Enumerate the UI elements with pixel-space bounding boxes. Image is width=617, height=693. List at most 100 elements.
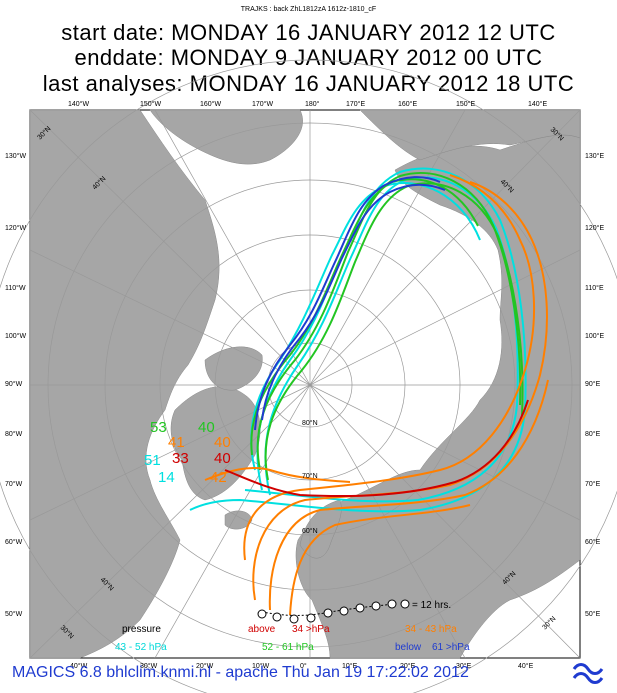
lon-label: 170°W xyxy=(252,100,273,108)
knmi-logo-icon xyxy=(572,663,604,684)
lon-label: 30°W xyxy=(140,662,158,670)
start-date-line: start date: MONDAY 16 JANUARY 2012 12 UT… xyxy=(61,20,556,45)
bottom-longitude-labels: 40°W 30°W 20°W 10°W 0° 10°E 20°E 30°E 40… xyxy=(70,662,534,670)
lon-label: 180° xyxy=(305,100,320,108)
lat-label: 60°N xyxy=(302,527,318,535)
land-north-america xyxy=(29,109,220,659)
footer-caption: MAGICS 6.8 bhlclim.knmi.nl - apache Thu … xyxy=(12,664,469,681)
legend-item: 34 >hPa xyxy=(292,624,330,635)
trajectories xyxy=(189,167,549,616)
lon-label: 10°E xyxy=(342,662,358,670)
start-labels: 53 40 41 40 51 33 40 14 42 xyxy=(144,419,231,486)
trajectory-blue-1 xyxy=(254,176,441,431)
lon-label: 40°W xyxy=(70,662,88,670)
meridian xyxy=(29,384,311,659)
start-label: 33 xyxy=(172,450,189,467)
lon-label: 70°W xyxy=(5,480,23,488)
lon-label: 70°E xyxy=(585,480,601,488)
lon-label: 10°W xyxy=(252,662,270,670)
start-label: 42 xyxy=(210,469,227,486)
lon-label: 160°W xyxy=(200,100,221,108)
meridian xyxy=(29,109,311,386)
lon-label: 90°W xyxy=(5,380,23,388)
land-iceland xyxy=(224,510,253,530)
lon-label: 50°W xyxy=(5,610,23,618)
lon-label: 100°W xyxy=(5,332,26,340)
lon-label: 0° xyxy=(300,662,307,670)
start-label: 53 xyxy=(150,419,167,436)
legend-item: below xyxy=(395,642,422,653)
meridian xyxy=(154,384,311,659)
end-date-line: enddate: MONDAY 9 JANUARY 2012 00 UTC xyxy=(74,45,543,70)
lon-label: 120°W xyxy=(5,224,26,232)
meridian xyxy=(309,384,581,521)
time-marker xyxy=(371,601,381,611)
trajectory-red-1 xyxy=(224,399,529,498)
time-marker-note: = 12 hrs. xyxy=(412,600,451,611)
legend-item: 61 >hPa xyxy=(432,642,470,653)
legend-item: 43 - 52 hPa xyxy=(115,642,167,653)
latitude-labels: 80°N 70°N 60°N xyxy=(302,419,318,535)
lon-label: 40°E xyxy=(518,662,534,670)
meridian xyxy=(29,249,311,386)
start-label: 40 xyxy=(214,434,231,451)
start-label: 40 xyxy=(214,450,231,467)
right-longitude-labels: 130°E 120°E 110°E 100°E 90°E 80°E 70°E 6… xyxy=(585,152,604,618)
lon-label: 170°E xyxy=(346,100,365,108)
lon-label: 30°E xyxy=(456,662,472,670)
start-label: 14 xyxy=(158,469,175,486)
legend-item: above xyxy=(248,624,276,635)
lon-label: 150°W xyxy=(140,100,161,108)
start-label: 51 xyxy=(144,452,161,469)
left-longitude-labels: 130°W 120°W 110°W 100°W 90°W 80°W 70°W 6… xyxy=(5,152,26,618)
trajectory-orange-3 xyxy=(268,379,549,611)
lon-label: 140°W xyxy=(68,100,89,108)
lon-label: 20°W xyxy=(196,662,214,670)
lon-label: 140°E xyxy=(528,100,547,108)
trajectory-green-3 xyxy=(250,178,479,456)
trajectory-green-2 xyxy=(264,182,524,481)
time-marker xyxy=(387,599,397,609)
lon-label: 110°W xyxy=(5,284,26,292)
trajectory-green-1 xyxy=(256,172,522,471)
start-label: 40 xyxy=(198,419,215,436)
top-longitude-labels: 140°W 150°W 160°W 170°W 180° 170°E 160°E… xyxy=(68,100,547,108)
lon-label: 60°W xyxy=(5,538,23,546)
time-marker xyxy=(272,612,282,622)
lon-label: 160°E xyxy=(398,100,417,108)
lon-label: 80°W xyxy=(5,430,23,438)
lat-label: 80°N xyxy=(302,419,318,427)
lon-label: 130°W xyxy=(5,152,26,160)
meridian xyxy=(309,109,581,386)
trajectory-blue-2 xyxy=(261,183,446,421)
graticule xyxy=(0,59,617,693)
time-markers xyxy=(257,599,397,624)
legend-item: 34 - 43 hPa xyxy=(405,624,457,635)
meridian xyxy=(309,384,466,659)
start-label: 41 xyxy=(168,434,185,451)
legend-time-marker xyxy=(400,599,410,609)
legend-pressure-title: pressure xyxy=(122,624,161,635)
time-marker xyxy=(306,613,316,623)
lon-label: 120°E xyxy=(585,224,604,232)
lon-label: 100°E xyxy=(585,332,604,340)
meridian xyxy=(154,109,311,386)
lon-label: 80°E xyxy=(585,430,601,438)
land-masses xyxy=(29,109,581,659)
trajectory-cyan-3 xyxy=(250,182,481,471)
time-marker xyxy=(323,608,333,618)
trajectory-orange-4 xyxy=(289,504,471,616)
meridian xyxy=(309,249,581,386)
time-marker xyxy=(257,609,267,619)
lon-label: 110°E xyxy=(585,284,604,292)
trajectory-cyan-1 xyxy=(189,167,527,513)
time-marker xyxy=(339,606,349,616)
time-marker xyxy=(289,614,299,624)
lon-label: 20°E xyxy=(400,662,416,670)
small-caption: TRAJKS : back ZhL1812zA 1612z-1810_cF xyxy=(240,6,377,13)
latitude-circle-30 xyxy=(0,59,617,693)
legend-item: 52 - 61 hPa xyxy=(262,642,314,653)
trajectory-orange-1 xyxy=(243,174,536,561)
last-analyses-line: last analyses: MONDAY 16 JANUARY 2012 18… xyxy=(42,71,575,96)
